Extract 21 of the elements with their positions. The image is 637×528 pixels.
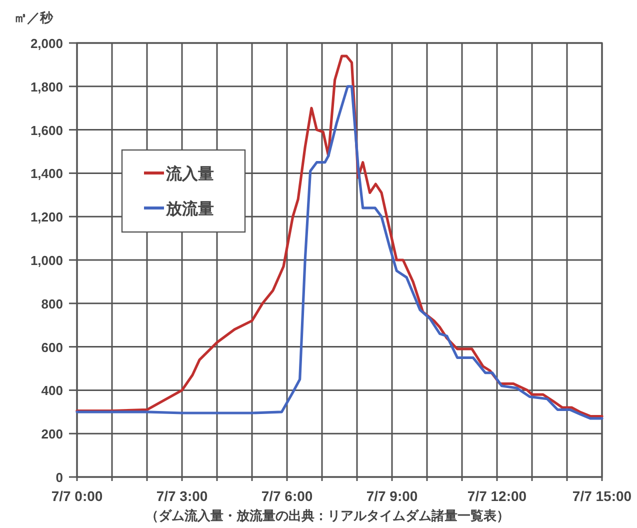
x-tick-label: 7/7 15:00 (572, 488, 632, 504)
x-tick-label: 7/7 0:00 (51, 488, 103, 504)
x-tick-label: 7/7 6:00 (261, 488, 313, 504)
y-tick-label: 1,400 (30, 166, 63, 182)
y-tick-label: 2,000 (30, 36, 63, 51)
y-tick-label: 1,200 (30, 210, 63, 225)
y-tick-label: 0 (56, 470, 63, 485)
y-tick-label: 200 (41, 426, 63, 442)
legend-label: 流入量 (165, 164, 214, 183)
legend-label: 放流量 (165, 199, 214, 218)
y-axis-title: ㎥／秒 (14, 10, 54, 25)
x-tick-label: 7/7 3:00 (156, 488, 208, 504)
y-tick-label: 600 (41, 340, 63, 355)
y-tick-label: 800 (41, 296, 63, 312)
y-tick-label: 1,000 (30, 253, 63, 268)
y-tick-label: 1,800 (30, 79, 63, 94)
y-tick-label: 400 (41, 383, 63, 398)
y-tick-label: 1,600 (30, 122, 63, 138)
text: （ダム流入量・放流量の出典：リアルタイムダム諸量一覧表） (146, 508, 510, 523)
x-tick-label: 7/7 12:00 (467, 488, 527, 504)
x-tick-label: 7/7 9:00 (366, 488, 418, 504)
